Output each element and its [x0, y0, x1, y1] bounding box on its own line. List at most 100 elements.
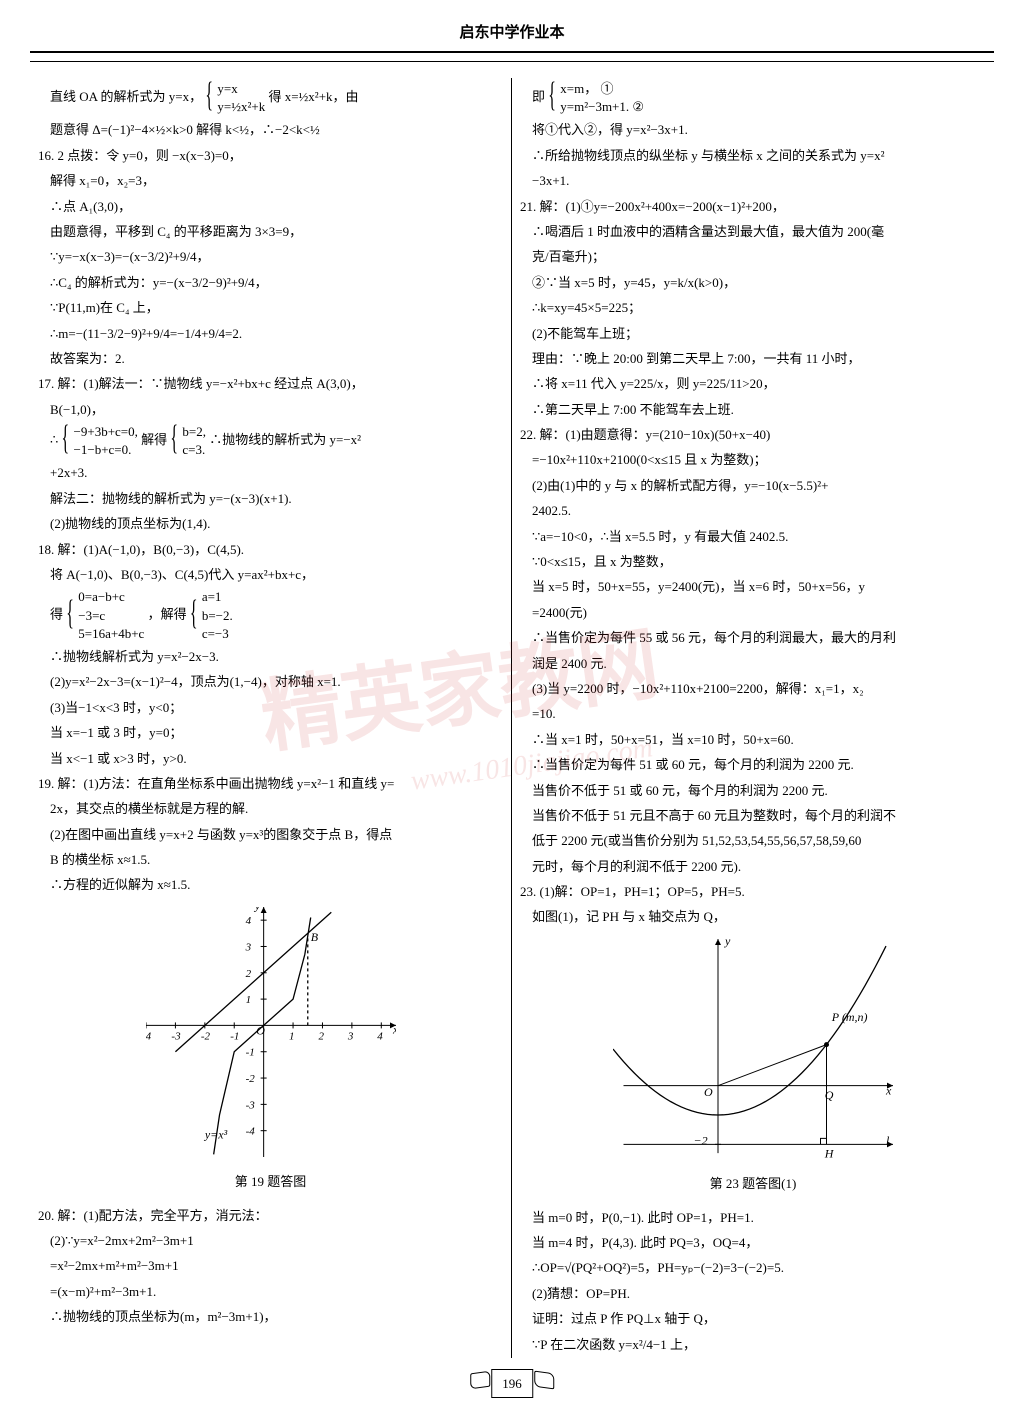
- svg-text:-1: -1: [230, 1030, 239, 1042]
- body-line: 17. 解：(1)解法一：∵抛物线 y=−x²+bx+c 经过点 A(3,0)，: [38, 372, 503, 395]
- body-line: ∴点 A₁(3,0)，: [38, 195, 503, 218]
- body-line: (2)不能驾车上班；: [520, 322, 986, 345]
- svg-text:y: y: [253, 907, 260, 913]
- body-line: 18. 解：(1)A(−1,0)，B(0,−3)，C(4,5).: [38, 538, 503, 561]
- graph-23-caption: 第 23 题答图(1): [520, 1172, 986, 1195]
- body-line: 当 x=5 时，50+x=55，y=2400(元)，当 x=6 时，50+x=5…: [520, 575, 986, 598]
- body-line: ②∵当 x=5 时，y=45，y=k/x(k>0)，: [520, 271, 986, 294]
- body-line: (2)猜想：OP=PH.: [520, 1282, 986, 1305]
- body-line: 由题意得，平移到 C₄ 的平移距离为 3×3=9，: [38, 220, 503, 243]
- body-line: 21. 解：(1)①y=−200x²+400x=−200(x−1)²+200，: [520, 195, 986, 218]
- body-line: 当售价不低于 51 元且不高于 60 元且为整数时，每个月的利润不: [520, 804, 986, 827]
- body-line: ∵P(11,m)在 C₄ 上，: [38, 296, 503, 319]
- body-line: (2)由(1)中的 y 与 x 的解析式配方得，y=−10(x−5.5)²+: [520, 474, 986, 497]
- svg-text:O: O: [704, 1085, 713, 1099]
- body-line: 元时，每个月的利润不低于 2200 元).: [520, 855, 986, 878]
- svg-text:x: x: [392, 1022, 396, 1036]
- svg-text:-2: -2: [245, 1073, 255, 1085]
- body-line: 证明：过点 P 作 PQ⊥x 轴于 Q，: [520, 1307, 986, 1330]
- svg-text:2: 2: [245, 968, 251, 980]
- left-column: 直线 OA 的解析式为 y=x， y=x y=½x²+k 得 x=½x²+k，由…: [30, 78, 512, 1358]
- svg-text:-4: -4: [146, 1030, 152, 1042]
- body-line: 得 0=a−b+c −3=c 5=16a+4b+c ，解得 a=1 b=−2. …: [38, 588, 503, 643]
- body-line: 理由：∵晚上 20:00 到第二天早上 7:00，一共有 11 小时，: [520, 347, 986, 370]
- body-line: =x²−2mx+m²+m²−3m+1: [38, 1254, 503, 1277]
- body-line: 故答案为：2.: [38, 347, 503, 370]
- svg-text:-1: -1: [245, 1047, 254, 1059]
- body-line: ∴OP=√(PQ²+OQ²)=5，PH=yₚ−(−2)=3−(−2)=5.: [520, 1256, 986, 1279]
- right-column: 即 x=m， ① y=m²−3m+1. ② 将①代入②，得 y=x²−3x+1.…: [512, 78, 994, 1358]
- graph-23-svg: yxOP (m,n)QHl−2: [613, 939, 893, 1159]
- page-footer: 196: [491, 1369, 533, 1398]
- body-line: ∴方程的近似解为 x≈1.5.: [38, 873, 503, 896]
- body-line: 当 m=0 时，P(0,−1). 此时 OP=1，PH=1.: [520, 1206, 986, 1229]
- page-number: 196: [491, 1369, 533, 1398]
- body-line: ∴喝酒后 1 时血液中的酒精含量达到最大值，最大值为 200(毫: [520, 220, 986, 243]
- body-line: ∴第二天早上 7:00 不能驾车去上班.: [520, 398, 986, 421]
- svg-text:y=x³: y=x³: [203, 1127, 227, 1141]
- body-line: (3)当−1<x<3 时，y<0；: [38, 696, 503, 719]
- body-line: 题意得 Δ=(−1)²−4×½×k>0 解得 k<½，∴−2<k<½: [38, 118, 503, 141]
- svg-text:Q: Q: [825, 1088, 834, 1102]
- body-line: 润是 2400 元.: [520, 652, 986, 675]
- body-line: 20. 解：(1)配方法，完全平方，消元法：: [38, 1204, 503, 1227]
- body-line: ∴C₄ 的解析式为：y=−(x−3/2−9)²+9/4，: [38, 271, 503, 294]
- svg-text:y: y: [724, 939, 731, 948]
- body-line: 当 x<−1 或 x>3 时，y>0.: [38, 747, 503, 770]
- graph-23: yxOP (m,n)QHl−2 第 23 题答图(1): [520, 939, 986, 1196]
- body-line: ∵a=−10<0，∴当 x=5.5 时，y 有最大值 2402.5.: [520, 525, 986, 548]
- body-line: =10.: [520, 702, 986, 725]
- svg-text:1: 1: [289, 1030, 295, 1042]
- two-column-body: 直线 OA 的解析式为 y=x， y=x y=½x²+k 得 x=½x²+k，由…: [30, 78, 994, 1358]
- body-line: ∴当 x=1 时，50+x=51，当 x=10 时，50+x=60.: [520, 728, 986, 751]
- body-line: ∴将 x=11 代入 y=225/x，则 y=225/11>20，: [520, 372, 986, 395]
- body-line: 当售价不低于 51 或 60 元，每个月的利润为 2200 元.: [520, 779, 986, 802]
- body-line: 低于 2200 元(或当售价分别为 51,52,53,54,55,56,57,5…: [520, 829, 986, 852]
- body-line: +2x+3.: [38, 461, 503, 484]
- svg-text:4: 4: [377, 1030, 383, 1042]
- body-line: 当 x=−1 或 3 时，y=0；: [38, 721, 503, 744]
- body-line: 2x，其交点的横坐标就是方程的解.: [38, 797, 503, 820]
- graph-19-svg: -4-3-2-11234-4-3-2-11234BOxyy=x³: [146, 907, 396, 1157]
- body-line: ∴抛物线的顶点坐标为(m，m²−3m+1)，: [38, 1305, 503, 1328]
- body-line: B 的横坐标 x≈1.5.: [38, 848, 503, 871]
- svg-text:O: O: [256, 1023, 265, 1037]
- body-line: 16. 2 点拨：令 y=0，则 −x(x−3)=0，: [38, 144, 503, 167]
- body-line: 解得 x₁=0，x₂=3，: [38, 169, 503, 192]
- svg-text:P (m,n): P (m,n): [831, 1010, 868, 1024]
- body-line: ∴m=−(11−3/2−9)²+9/4=−1/4+9/4=2.: [38, 322, 503, 345]
- body-line: −3x+1.: [520, 169, 986, 192]
- body-line: 直线 OA 的解析式为 y=x， y=x y=½x²+k 得 x=½x²+k，由: [38, 80, 503, 116]
- body-line: 即 x=m， ① y=m²−3m+1. ②: [520, 80, 986, 116]
- body-line: ∴ −9+3b+c=0, −1−b+c=0. 解得 b=2, c=3. ∴抛物线…: [38, 423, 503, 459]
- body-line: ∴抛物线解析式为 y=x²−2x−3.: [38, 645, 503, 668]
- svg-text:-2: -2: [200, 1030, 210, 1042]
- body-line: (3)当 y=2200 时，−10x²+110x+2100=2200，解得：x₁…: [520, 677, 986, 700]
- body-line: =2400(元): [520, 601, 986, 624]
- body-line: 如图(1)，记 PH 与 x 轴交点为 Q，: [520, 905, 986, 928]
- svg-text:3: 3: [244, 941, 251, 953]
- page-title: 启东中学作业本: [30, 20, 994, 53]
- graph-19-caption: 第 19 题答图: [38, 1170, 503, 1193]
- body-line: ∴所给抛物线顶点的纵坐标 y 与横坐标 x 之间的关系式为 y=x²: [520, 144, 986, 167]
- top-rule: [30, 61, 994, 62]
- svg-text:-4: -4: [245, 1126, 255, 1138]
- svg-text:B: B: [310, 930, 318, 944]
- body-line: 克/百毫升)；: [520, 245, 986, 268]
- body-line: 解法二：抛物线的解析式为 y=−(x−3)(x+1).: [38, 487, 503, 510]
- svg-text:x: x: [885, 1083, 892, 1097]
- body-line: ∵0<x≤15，且 x 为整数，: [520, 550, 986, 573]
- body-line: 19. 解：(1)方法：在直角坐标系中画出抛物线 y=x²−1 和直线 y=: [38, 772, 503, 795]
- body-line: 2402.5.: [520, 499, 986, 522]
- body-line: 当 m=4 时，P(4,3). 此时 PQ=3，OQ=4，: [520, 1231, 986, 1254]
- body-line: =(x−m)²+m²−3m+1.: [38, 1280, 503, 1303]
- body-line: B(−1,0)，: [38, 398, 503, 421]
- body-line: ∴当售价定为每件 51 或 60 元，每个月的利润为 2200 元.: [520, 753, 986, 776]
- svg-text:-3: -3: [171, 1030, 181, 1042]
- svg-text:3: 3: [346, 1030, 353, 1042]
- body-line: ∵P 在二次函数 y=x²/4−1 上，: [520, 1333, 986, 1356]
- body-line: (2)y=x²−2x−3=(x−1)²−4，顶点为(1,−4)，对称轴 x=1.: [38, 670, 503, 693]
- svg-text:H: H: [824, 1146, 835, 1158]
- body-line: =−10x²+110x+2100(0<x≤15 且 x 为整数)；: [520, 448, 986, 471]
- body-line: ∴k=xy=45×5=225；: [520, 296, 986, 319]
